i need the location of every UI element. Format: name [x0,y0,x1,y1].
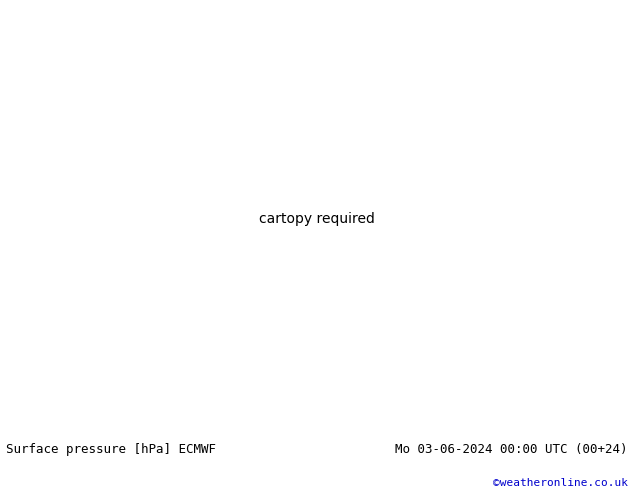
Text: Surface pressure [hPa] ECMWF: Surface pressure [hPa] ECMWF [6,442,216,456]
Text: ©weatheronline.co.uk: ©weatheronline.co.uk [493,478,628,488]
Text: cartopy required: cartopy required [259,212,375,226]
Text: Mo 03-06-2024 00:00 UTC (00+24): Mo 03-06-2024 00:00 UTC (00+24) [395,442,628,456]
